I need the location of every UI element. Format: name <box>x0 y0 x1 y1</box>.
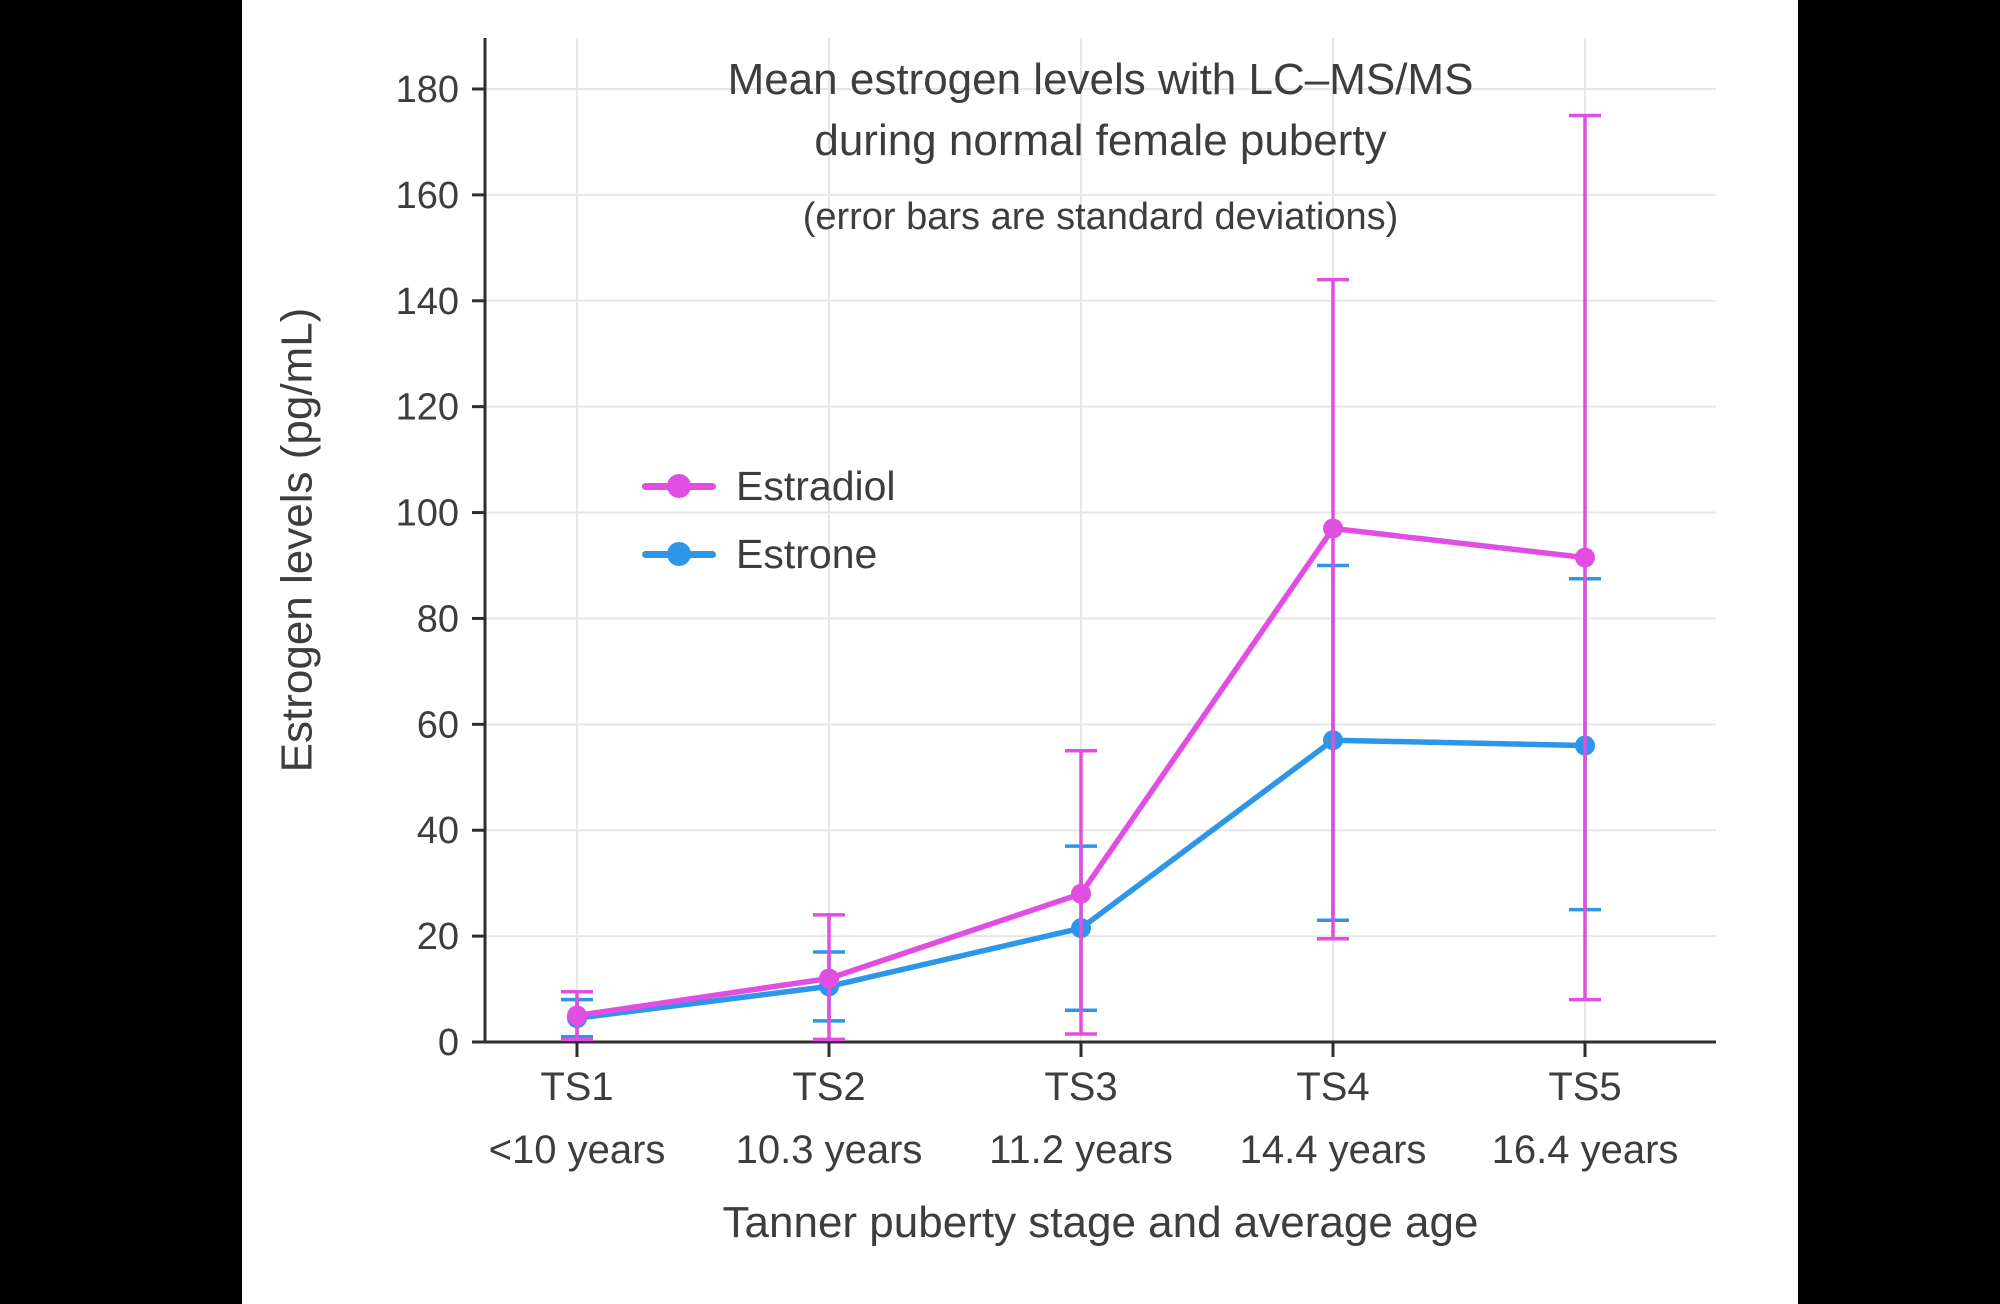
estrogen-puberty-line-chart: 0 20 40 60 80 100 120 140 160 180 TS1 <10 years TS2 1… <box>396 38 1716 1172</box>
svg-text:0: 0 <box>438 1022 459 1064</box>
legend-item-estradiol: Estradiol <box>642 452 896 520</box>
axes <box>472 38 1716 1057</box>
svg-text:11.2 years: 11.2 years <box>989 1128 1173 1172</box>
svg-text:120: 120 <box>396 387 459 429</box>
svg-text:TS5: TS5 <box>1548 1065 1621 1109</box>
svg-text:20: 20 <box>417 916 459 958</box>
legend-item-estrone: Estrone <box>642 520 896 588</box>
svg-text:14.4 years: 14.4 years <box>1240 1128 1427 1172</box>
legend-label-estradiol: Estradiol <box>736 462 896 509</box>
svg-text:160: 160 <box>396 175 459 217</box>
series-estradiol <box>561 113 1601 1042</box>
markers-estradiol <box>567 518 1595 1026</box>
chart-canvas: 0 20 40 60 80 100 120 140 160 180 TS1 <10 years TS2 1… <box>242 0 1798 1304</box>
svg-text:TS2: TS2 <box>792 1065 865 1109</box>
left-letterbox-bar <box>0 0 242 1304</box>
svg-text:100: 100 <box>396 493 459 535</box>
svg-text:40: 40 <box>417 810 459 852</box>
chart-legend: Estradiol Estrone <box>642 452 896 588</box>
svg-text:140: 140 <box>396 281 459 323</box>
svg-text:180: 180 <box>396 69 459 111</box>
svg-text:TS4: TS4 <box>1296 1065 1369 1109</box>
right-letterbox-bar <box>1798 0 2000 1304</box>
chart-title-line1: Mean estrogen levels with LC–MS/MS <box>727 55 1474 104</box>
svg-text:10.3 years: 10.3 years <box>736 1128 923 1172</box>
svg-text:80: 80 <box>417 598 459 640</box>
svg-text:<10 years: <10 years <box>489 1128 666 1172</box>
x-tick-labels: TS1 <10 years TS2 10.3 years TS3 11.2 years TS… <box>489 1065 1679 1172</box>
estradiol-marker-icon <box>667 474 691 498</box>
svg-text:60: 60 <box>417 704 459 746</box>
estrone-marker-icon <box>667 542 691 566</box>
svg-text:TS3: TS3 <box>1044 1065 1117 1109</box>
chart-title-line2: during normal female puberty <box>814 115 1387 165</box>
svg-text:TS1: TS1 <box>540 1065 613 1109</box>
estradiol-line-swatch-icon <box>642 474 716 498</box>
estrone-line-swatch-icon <box>642 542 716 566</box>
y-axis-label-wrap: Estrogen levels (pg/mL) <box>270 0 324 1080</box>
chart-title: Mean estrogen levels with LC–MS/MS durin… <box>485 50 1716 171</box>
y-tick-labels: 0 20 40 60 80 100 120 140 160 180 <box>396 69 459 1064</box>
y-axis-label: Estrogen levels (pg/mL) <box>272 307 321 773</box>
x-axis-label: Tanner puberty stage and average age <box>722 1198 1479 1247</box>
chart-subtitle: (error bars are standard deviations) <box>802 196 1399 238</box>
legend-label-estrone: Estrone <box>736 530 878 577</box>
svg-text:16.4 years: 16.4 years <box>1492 1128 1679 1172</box>
